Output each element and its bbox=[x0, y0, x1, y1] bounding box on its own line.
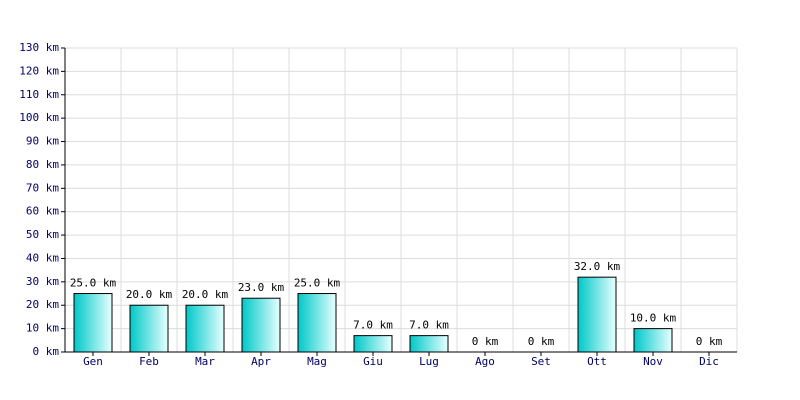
data-label: 7.0 km bbox=[353, 319, 393, 332]
data-label: 20.0 km bbox=[126, 288, 173, 301]
x-tick-label: Giu bbox=[363, 355, 383, 368]
y-tick-label: 90 km bbox=[26, 135, 59, 148]
y-tick-label: 120 km bbox=[19, 64, 59, 77]
bar bbox=[409, 335, 449, 353]
x-tick-label: Set bbox=[531, 355, 551, 368]
y-tick-label: 100 km bbox=[19, 111, 59, 124]
x-tick-label: Ago bbox=[475, 355, 495, 368]
x-tick-label: Nov bbox=[643, 355, 663, 368]
y-tick-label: 80 km bbox=[26, 158, 59, 171]
y-tick-label: 10 km bbox=[26, 322, 59, 335]
y-tick-label: 0 km bbox=[33, 345, 60, 358]
data-label: 0 km bbox=[528, 335, 555, 348]
x-tick-label: Mag bbox=[307, 355, 327, 368]
data-label: 23.0 km bbox=[238, 281, 285, 294]
y-tick-label: 30 km bbox=[26, 275, 59, 288]
x-tick-label: Apr bbox=[251, 355, 271, 368]
data-label: 0 km bbox=[696, 335, 723, 348]
y-tick-label: 110 km bbox=[19, 88, 59, 101]
bar bbox=[577, 276, 617, 353]
x-tick-label: Ott bbox=[587, 355, 607, 368]
y-tick-label: 70 km bbox=[26, 181, 59, 194]
bar bbox=[73, 293, 113, 353]
data-label: 32.0 km bbox=[574, 260, 621, 273]
bar bbox=[297, 293, 337, 353]
bar bbox=[185, 304, 225, 353]
bar bbox=[353, 335, 393, 353]
y-tick-label: 20 km bbox=[26, 298, 59, 311]
bar bbox=[633, 328, 673, 353]
y-tick-label: 60 km bbox=[26, 205, 59, 218]
y-tick-label: 130 km bbox=[19, 41, 59, 54]
data-label: 10.0 km bbox=[630, 312, 677, 325]
x-tick-label: Dic bbox=[699, 355, 719, 368]
x-tick-label: Gen bbox=[83, 355, 103, 368]
y-tick-label: 50 km bbox=[26, 228, 59, 241]
x-tick-label: Lug bbox=[419, 355, 439, 368]
data-label: 0 km bbox=[472, 335, 499, 348]
x-tick-label: Mar bbox=[195, 355, 215, 368]
bar bbox=[241, 297, 281, 353]
data-label: 25.0 km bbox=[294, 277, 341, 290]
bar bbox=[129, 304, 169, 353]
data-label: 25.0 km bbox=[70, 277, 117, 290]
y-tick-label: 40 km bbox=[26, 251, 59, 264]
x-tick-label: Feb bbox=[139, 355, 159, 368]
data-label: 7.0 km bbox=[409, 319, 449, 332]
data-label: 20.0 km bbox=[182, 288, 229, 301]
